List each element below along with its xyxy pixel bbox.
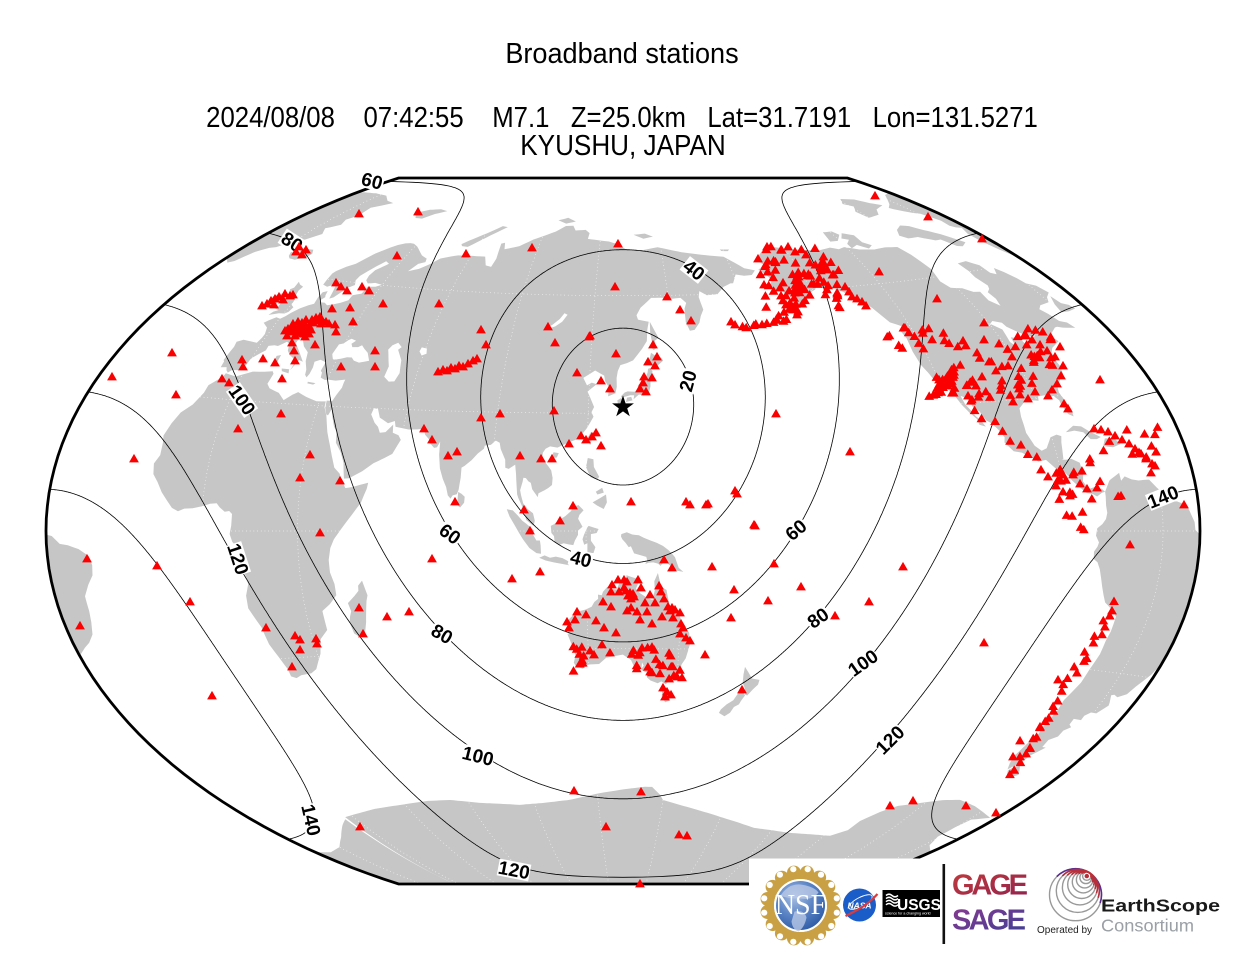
svg-text:EarthScope: EarthScope bbox=[1101, 896, 1220, 916]
svg-text:40: 40 bbox=[568, 547, 594, 572]
svg-text:SAGE: SAGE bbox=[952, 905, 1026, 937]
svg-text:USGS: USGS bbox=[897, 897, 941, 914]
svg-text:GAGE: GAGE bbox=[952, 870, 1028, 902]
svg-text:Operated by: Operated by bbox=[1037, 925, 1092, 936]
svg-text:science for a changing world: science for a changing world bbox=[885, 912, 931, 916]
svg-text:Consortium: Consortium bbox=[1101, 916, 1194, 936]
svg-text:NSF: NSF bbox=[775, 890, 826, 921]
svg-text:NASA: NASA bbox=[847, 901, 871, 911]
